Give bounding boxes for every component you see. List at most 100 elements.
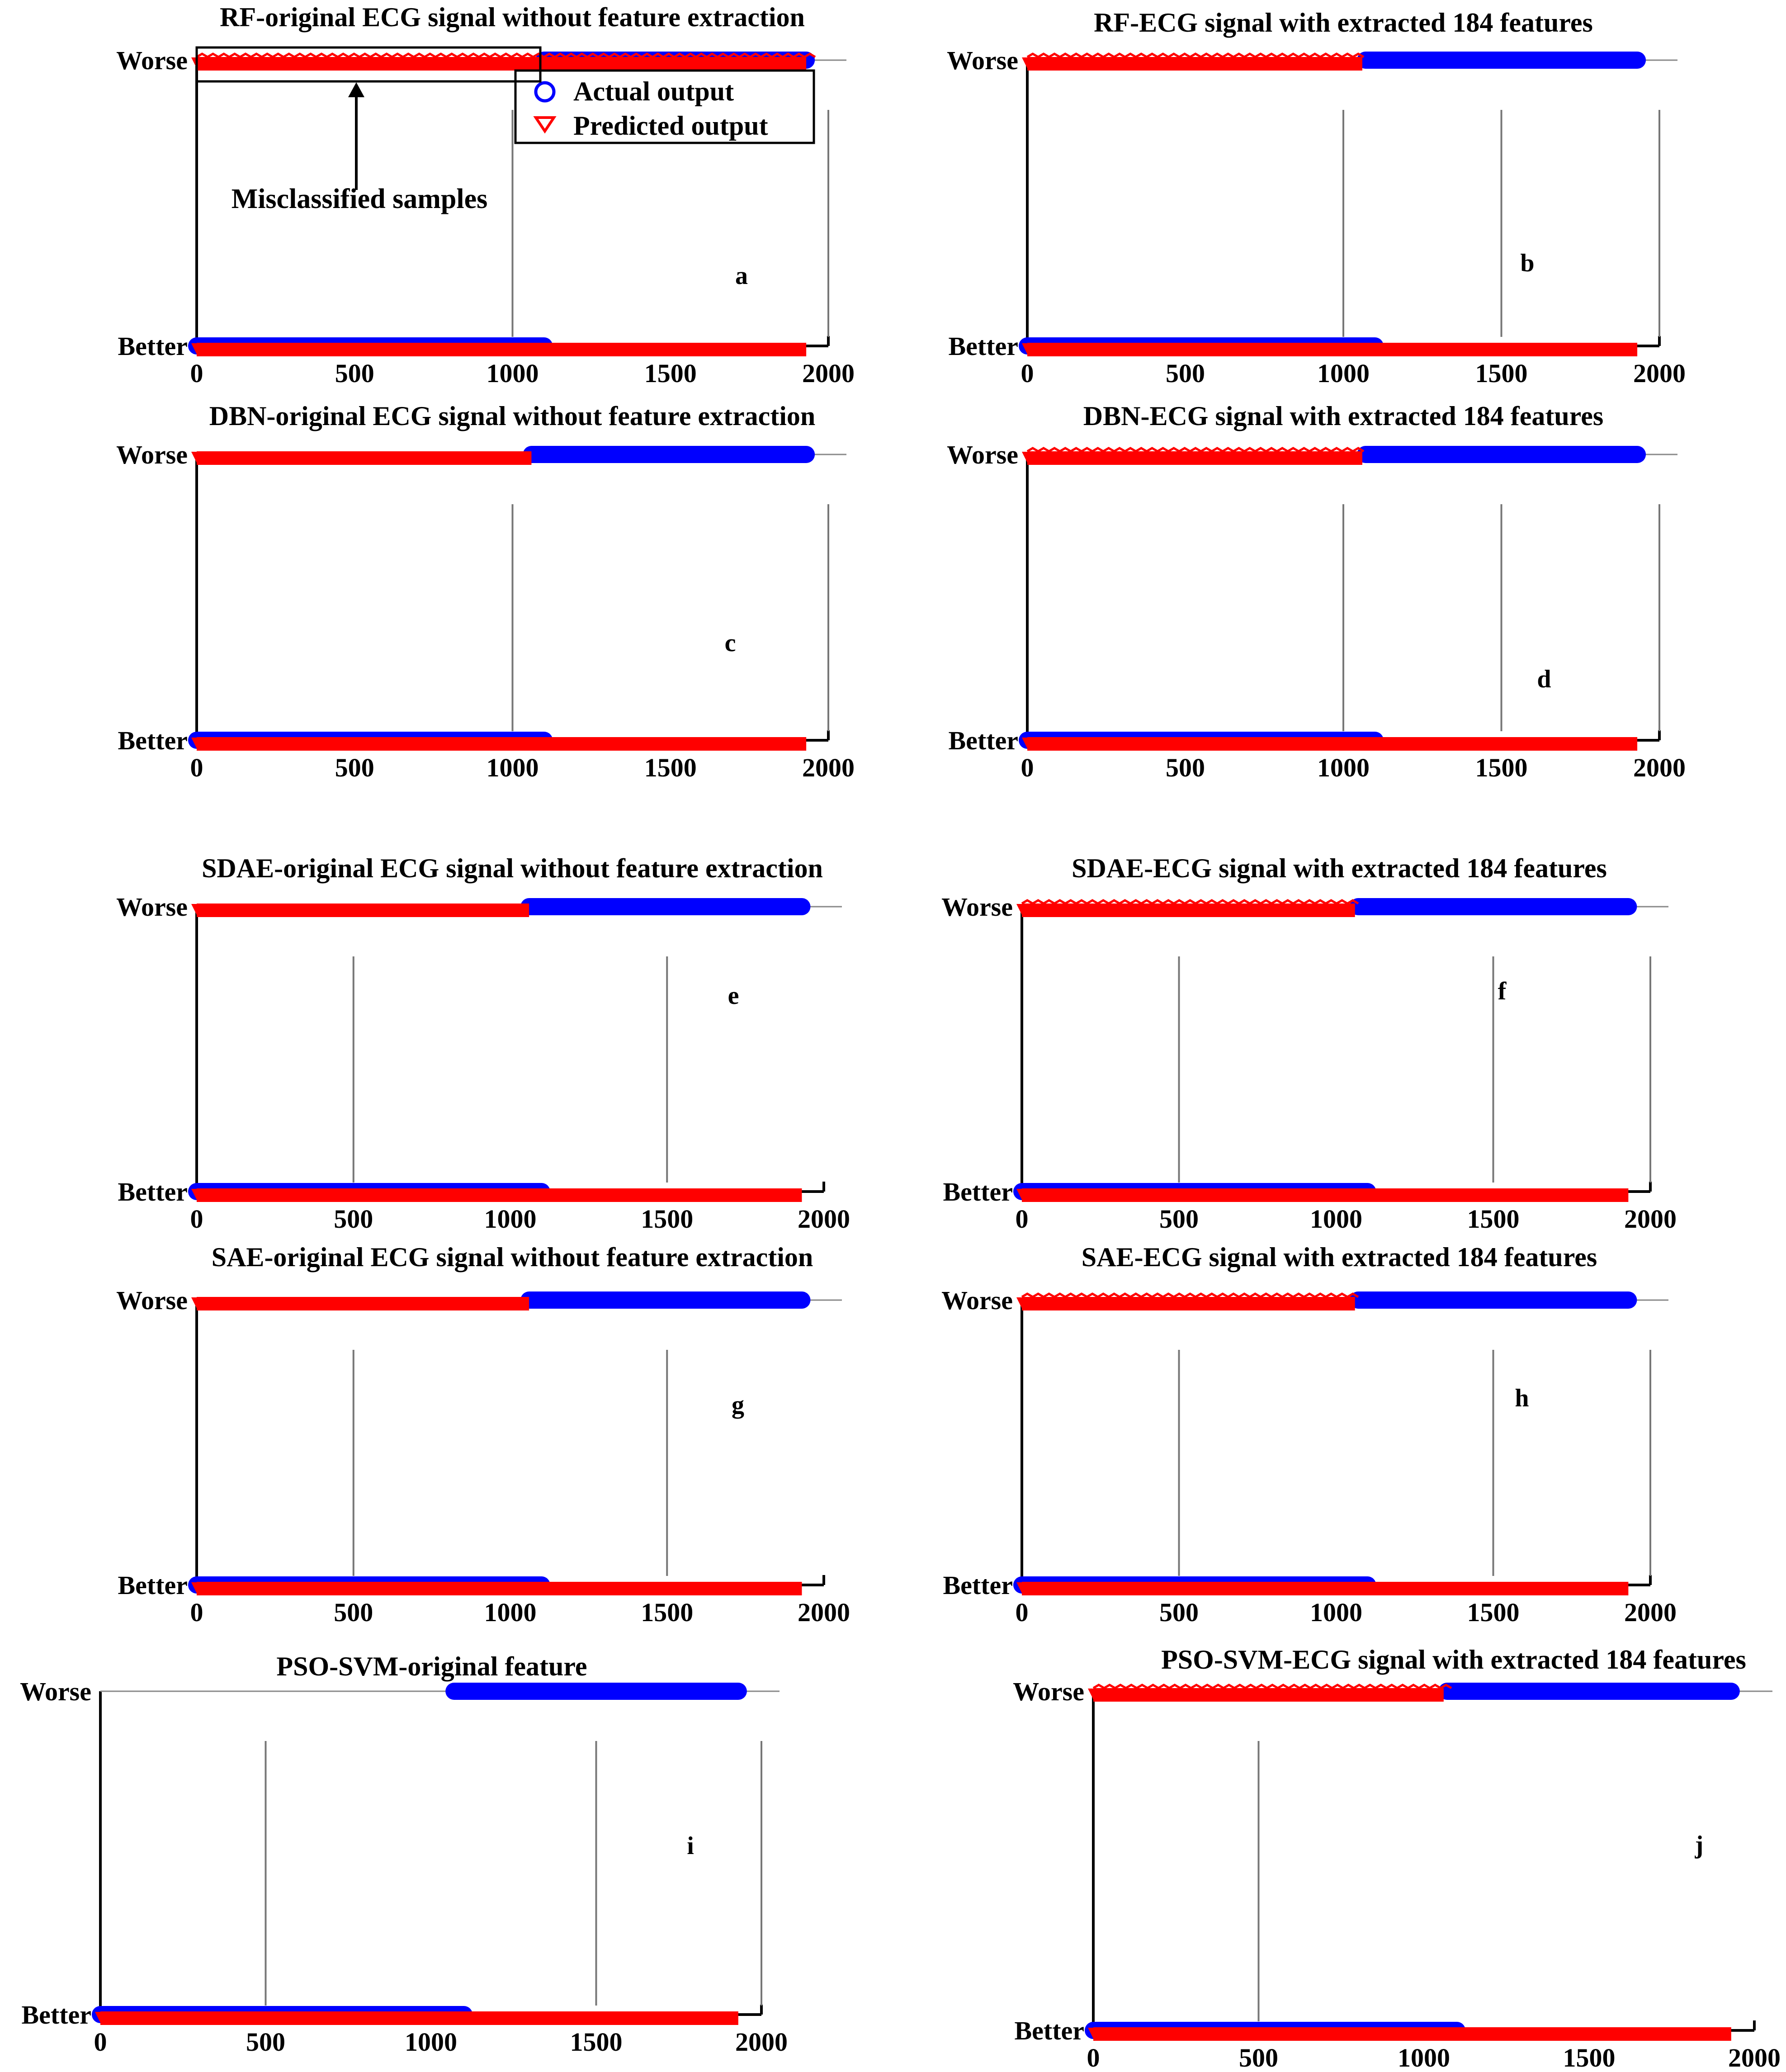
panel-letter: g: [732, 1391, 744, 1419]
x-tick-label: 1500: [570, 2027, 623, 2057]
x-tick-label: 1000: [487, 753, 539, 782]
y-label-better: Better: [118, 726, 188, 755]
predicted-marker: [1016, 1297, 1027, 1308]
panel-title: RF-ECG signal with extracted 184 feature…: [1094, 8, 1593, 38]
y-label-worse: Worse: [947, 440, 1018, 469]
panel-title: PSO-SVM-original feature: [276, 1651, 587, 1681]
x-tick-label: 2000: [735, 2027, 788, 2057]
panel-c: DBN-original ECG signal without feature …: [116, 401, 855, 782]
x-tick-label: 2000: [802, 753, 855, 782]
panel-f: SDAE-ECG signal with extracted 184 featu…: [941, 853, 1677, 1234]
x-tick-label: 1000: [1317, 753, 1370, 782]
predicted-scatter-edge: [1026, 447, 1365, 453]
legend-box: [514, 69, 815, 144]
y-label-worse: Worse: [116, 1286, 188, 1315]
predicted-marker: [191, 452, 202, 463]
panel-letter: d: [1537, 665, 1551, 693]
legend-predicted-label: Predicted output: [573, 111, 768, 141]
predicted-marker: [1022, 452, 1033, 463]
x-tick-label: 1500: [644, 359, 697, 388]
misclassified-annotation: Misclassified samples: [195, 46, 542, 214]
predicted-marker: [1016, 904, 1027, 915]
x-tick-label: 500: [1166, 359, 1205, 388]
predicted-scatter-edge: [1021, 899, 1359, 905]
x-tick-label: 2000: [1633, 753, 1686, 782]
panel-title: SDAE-original ECG signal without feature…: [202, 853, 823, 883]
panel-b: RF-ECG signal with extracted 184 feature…: [947, 8, 1686, 388]
y-label-worse: Worse: [20, 1677, 91, 1706]
x-tick-label: 500: [335, 359, 374, 388]
panel-letter: a: [735, 262, 748, 290]
y-label-better: Better: [948, 726, 1018, 755]
panel-letter: b: [1520, 249, 1534, 277]
panel-letter: e: [728, 982, 739, 1010]
y-label-better: Better: [943, 1571, 1013, 1600]
y-label-worse: Worse: [1013, 1677, 1084, 1706]
panel-title: SDAE-ECG signal with extracted 184 featu…: [1072, 853, 1607, 883]
predicted-marker: [191, 1582, 202, 1593]
y-label-better: Better: [1014, 2016, 1084, 2045]
x-tick-label: 1500: [1467, 1204, 1520, 1234]
x-tick-label: 500: [335, 753, 374, 782]
predicted-scatter-edge: [196, 52, 816, 58]
y-label-worse: Worse: [116, 46, 188, 75]
misclassified-box: [195, 46, 542, 83]
actual-output-icon: [534, 81, 556, 103]
x-tick-label: 1000: [484, 1204, 537, 1234]
x-tick-label: 1500: [1563, 2043, 1616, 2072]
x-tick-label: 0: [1016, 1204, 1029, 1234]
x-tick-label: 1000: [1310, 1204, 1362, 1234]
y-label-better: Better: [118, 1571, 188, 1600]
x-tick-label: 1500: [644, 753, 697, 782]
predicted-scatter-edge: [1021, 1292, 1359, 1298]
x-tick-label: 1000: [1317, 359, 1370, 388]
panel-letter: j: [1695, 1831, 1704, 1859]
y-label-worse: Worse: [116, 892, 188, 922]
y-label-better: Better: [943, 1177, 1013, 1206]
x-tick-label: 1500: [641, 1598, 693, 1627]
predicted-marker: [95, 2012, 106, 2023]
panel-letter: f: [1498, 977, 1507, 1005]
predicted-marker: [191, 904, 202, 915]
x-tick-label: 0: [1016, 1598, 1029, 1627]
panel-title: SAE-ECG signal with extracted 184 featur…: [1082, 1242, 1597, 1272]
panel-e: SDAE-original ECG signal without feature…: [116, 853, 850, 1234]
x-tick-label: 2000: [802, 359, 855, 388]
x-tick-label: 500: [1239, 2043, 1278, 2072]
x-tick-label: 2000: [1624, 1204, 1677, 1234]
predicted-marker: [1016, 1582, 1027, 1593]
x-tick-label: 2000: [1624, 1598, 1677, 1627]
y-label-worse: Worse: [116, 440, 188, 469]
predicted-marker: [191, 1189, 202, 1200]
panel-title: PSO-SVM-ECG signal with extracted 184 fe…: [1161, 1645, 1746, 1675]
panel-j: PSO-SVM-ECG signal with extracted 184 fe…: [1013, 1645, 1781, 2072]
panel-title: DBN-ECG signal with extracted 184 featur…: [1083, 401, 1603, 431]
x-tick-label: 1000: [487, 359, 539, 388]
misclassified-label: Misclassified samples: [232, 184, 488, 214]
panel-title: DBN-original ECG signal without feature …: [209, 401, 815, 431]
panel-g: SAE-original ECG signal without feature …: [116, 1242, 850, 1627]
y-label-worse: Worse: [947, 46, 1018, 75]
y-label-worse: Worse: [941, 892, 1013, 922]
x-tick-label: 0: [1087, 2043, 1100, 2072]
x-tick-label: 1000: [1310, 1598, 1362, 1627]
x-tick-label: 1000: [484, 1598, 537, 1627]
x-tick-label: 2000: [798, 1598, 850, 1627]
x-tick-label: 1500: [641, 1204, 693, 1234]
x-tick-label: 1500: [1467, 1598, 1520, 1627]
x-tick-label: 0: [190, 753, 203, 782]
y-label-worse: Worse: [941, 1286, 1013, 1315]
x-tick-label: 500: [246, 2027, 285, 2057]
y-label-better: Better: [118, 1177, 188, 1206]
predicted-scatter-edge: [1026, 52, 1365, 58]
x-tick-label: 1500: [1475, 753, 1528, 782]
panel-d: DBN-ECG signal with extracted 184 featur…: [947, 401, 1686, 782]
panel-title: RF-original ECG signal without feature e…: [220, 2, 805, 32]
panel-a: RF-original ECG signal without feature e…: [116, 2, 855, 388]
panel-letter: c: [725, 629, 736, 657]
x-tick-label: 2000: [798, 1204, 850, 1234]
y-label-better: Better: [118, 331, 188, 361]
x-tick-label: 500: [334, 1204, 373, 1234]
